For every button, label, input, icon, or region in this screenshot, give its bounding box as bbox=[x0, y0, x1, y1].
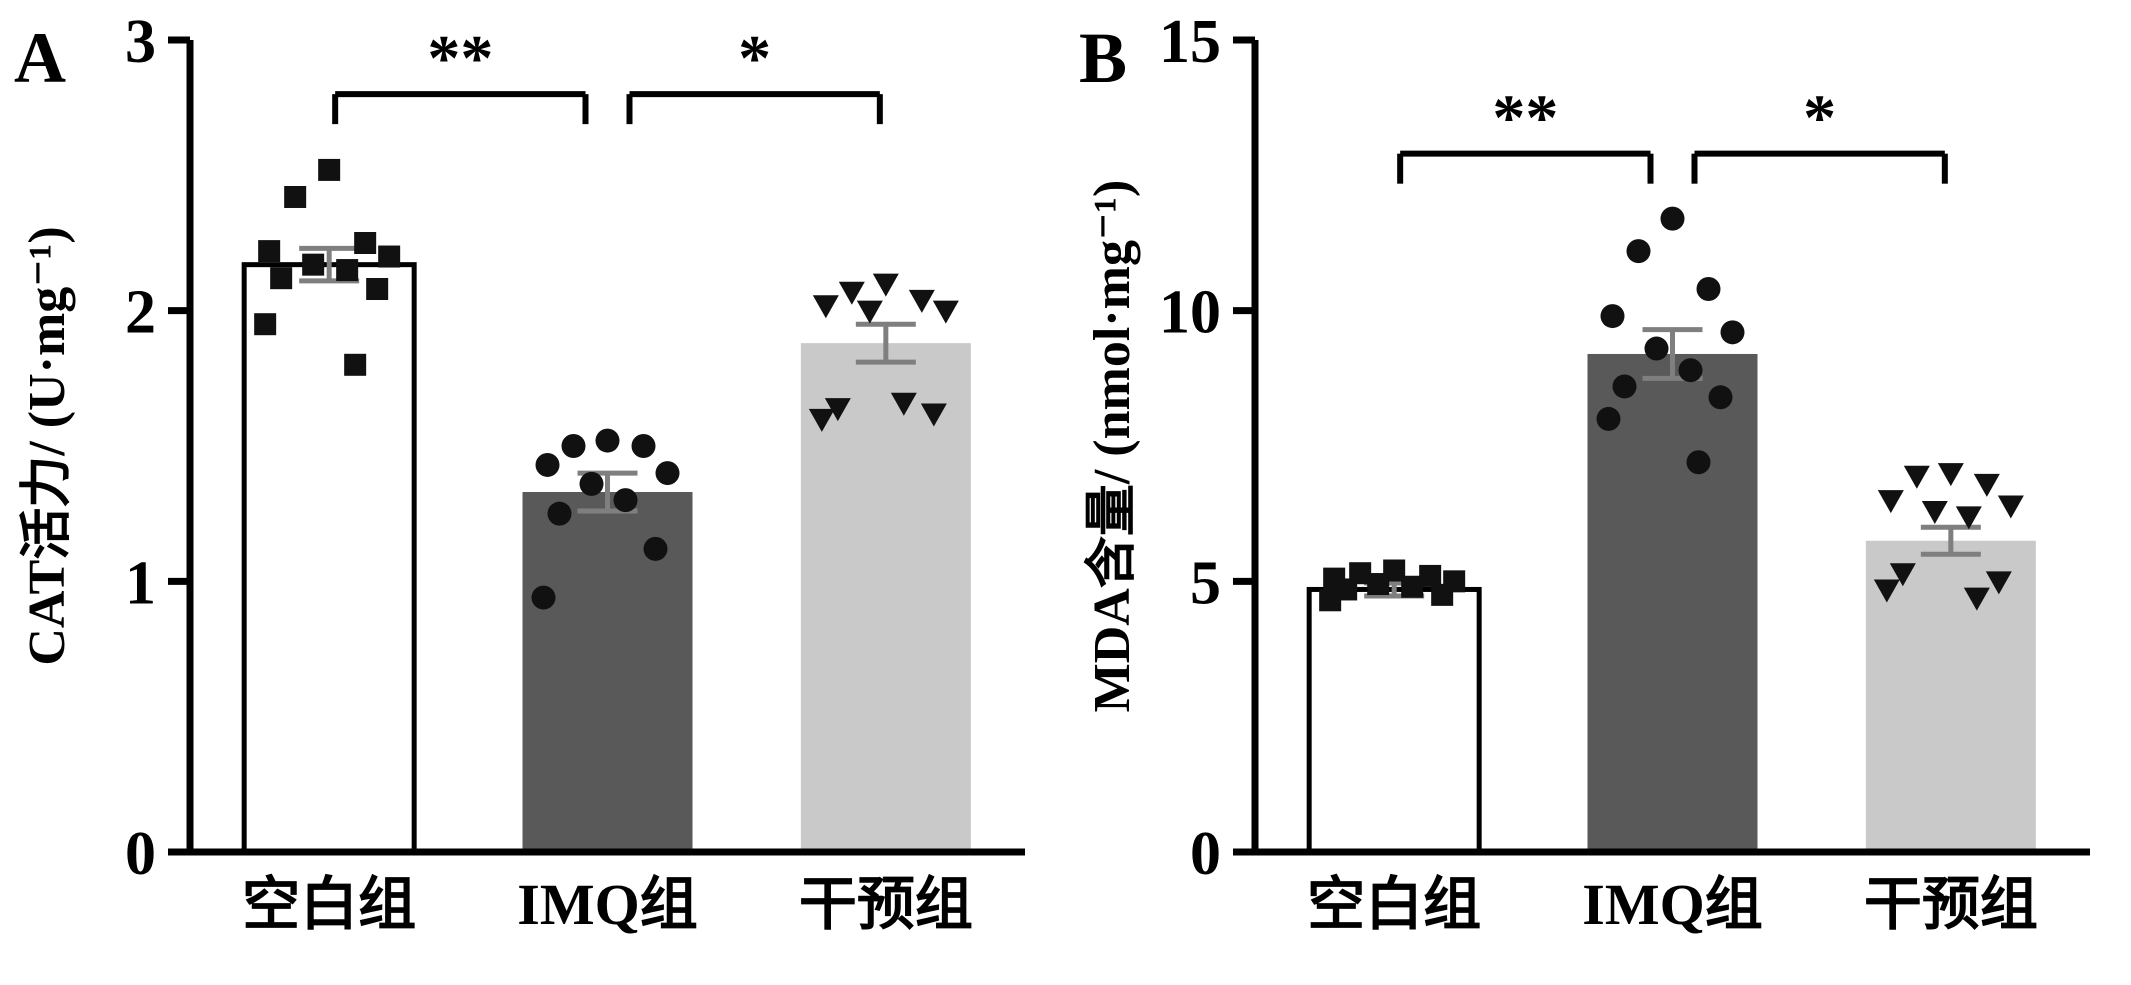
data-point-triangle bbox=[1963, 587, 1990, 611]
data-point-square bbox=[254, 313, 277, 336]
data-point-triangle bbox=[1997, 495, 2024, 519]
data-point-triangle bbox=[890, 392, 917, 416]
data-point-triangle bbox=[812, 295, 839, 319]
y-tick-label: 2 bbox=[125, 279, 156, 347]
bar-1 bbox=[1587, 353, 1758, 852]
data-point-triangle bbox=[908, 289, 935, 313]
y-tick-label: 0 bbox=[1190, 820, 1221, 888]
data-point-circle bbox=[1720, 320, 1745, 345]
data-point-triangle bbox=[1973, 473, 2000, 497]
significance-label: * bbox=[738, 22, 771, 95]
data-point-circle bbox=[547, 501, 572, 526]
category-label: IMQ组 bbox=[517, 872, 697, 937]
bar-0 bbox=[1306, 586, 1482, 855]
data-point-square bbox=[318, 158, 341, 181]
data-point-triangle bbox=[1985, 571, 2012, 595]
data-point-triangle bbox=[1937, 463, 1964, 487]
data-point-square bbox=[1319, 589, 1342, 612]
data-point-triangle bbox=[1955, 506, 1982, 530]
data-point-square bbox=[366, 278, 389, 301]
significance-label: ** bbox=[427, 22, 493, 95]
category-label: 干预组 bbox=[1864, 872, 2038, 937]
data-point-square bbox=[1401, 575, 1424, 598]
data-point-triangle bbox=[1921, 500, 1948, 524]
data-point-circle bbox=[655, 461, 680, 486]
data-point-square bbox=[302, 253, 325, 276]
data-point-circle bbox=[1626, 239, 1651, 264]
data-point-triangle bbox=[1903, 465, 1930, 489]
significance-label: * bbox=[1803, 82, 1836, 155]
data-point-circle bbox=[1600, 304, 1625, 329]
data-point-square bbox=[1367, 573, 1390, 596]
data-point-triangle bbox=[1873, 579, 1900, 603]
data-point-triangle bbox=[1889, 563, 1916, 587]
data-point-square bbox=[258, 240, 281, 263]
data-point-square bbox=[1431, 583, 1454, 606]
category-label: IMQ组 bbox=[1582, 872, 1762, 937]
panel-letter: B bbox=[1079, 18, 1127, 98]
data-point-square bbox=[336, 259, 359, 282]
category-label: 空白组 bbox=[242, 872, 416, 937]
data-point-square bbox=[284, 185, 307, 208]
data-point-square bbox=[344, 353, 367, 376]
data-point-circle bbox=[535, 452, 560, 477]
data-point-circle bbox=[579, 471, 604, 496]
data-point-circle bbox=[1660, 206, 1685, 231]
bar-0 bbox=[241, 262, 417, 855]
data-point-triangle bbox=[1877, 490, 1904, 514]
significance-label: ** bbox=[1492, 82, 1558, 155]
data-point-square bbox=[378, 245, 401, 268]
y-tick-label: 1 bbox=[125, 549, 156, 617]
data-point-circle bbox=[1596, 406, 1621, 431]
y-tick-label: 3 bbox=[125, 8, 156, 76]
y-tick-label: 0 bbox=[125, 820, 156, 888]
panel-b: 0 5 10 15 空白组 IMQ组 干预组 MDA含量/ (nmol·mg⁻¹) B ** * bbox=[1065, 0, 2130, 985]
data-point-circle bbox=[1696, 277, 1721, 302]
data-point-circle bbox=[1678, 358, 1703, 383]
data-point-circle bbox=[631, 434, 656, 458]
y-tick-label: 15 bbox=[1159, 8, 1221, 76]
y-tick-label: 5 bbox=[1190, 549, 1221, 617]
y-axis-title: CAT活力/ (U·mg⁻¹) bbox=[18, 226, 76, 665]
data-point-circle bbox=[613, 488, 638, 513]
panel-letter: A bbox=[14, 18, 66, 98]
category-label: 空白组 bbox=[1307, 872, 1481, 937]
data-point-circle bbox=[1708, 385, 1733, 410]
data-point-circle bbox=[1644, 336, 1669, 361]
y-tick-label: 10 bbox=[1159, 279, 1221, 347]
data-point-circle bbox=[1686, 450, 1711, 475]
data-point-square bbox=[354, 232, 377, 254]
data-point-circle bbox=[531, 585, 556, 610]
data-point-square bbox=[1419, 564, 1442, 587]
bar-2 bbox=[1865, 540, 2036, 852]
data-point-triangle bbox=[808, 408, 835, 432]
data-point-triangle bbox=[872, 273, 899, 297]
data-point-triangle bbox=[932, 300, 959, 324]
data-point-triangle bbox=[856, 300, 883, 324]
category-label: 干预组 bbox=[799, 872, 973, 937]
data-point-circle bbox=[1612, 374, 1637, 399]
data-point-square bbox=[270, 267, 293, 290]
data-point-triangle bbox=[838, 281, 865, 305]
data-point-circle bbox=[561, 434, 586, 458]
data-point-circle bbox=[595, 428, 620, 453]
data-point-circle bbox=[643, 536, 668, 561]
panel-a: 0 1 2 3 空白组 IMQ组 干预组 CAT活力/ (U·mg⁻¹) A ** * bbox=[0, 0, 1065, 985]
data-point-triangle bbox=[824, 398, 851, 422]
y-axis-title: MDA含量/ (nmol·mg⁻¹) bbox=[1083, 180, 1141, 713]
data-point-triangle bbox=[920, 403, 947, 427]
bar-2 bbox=[800, 343, 971, 852]
